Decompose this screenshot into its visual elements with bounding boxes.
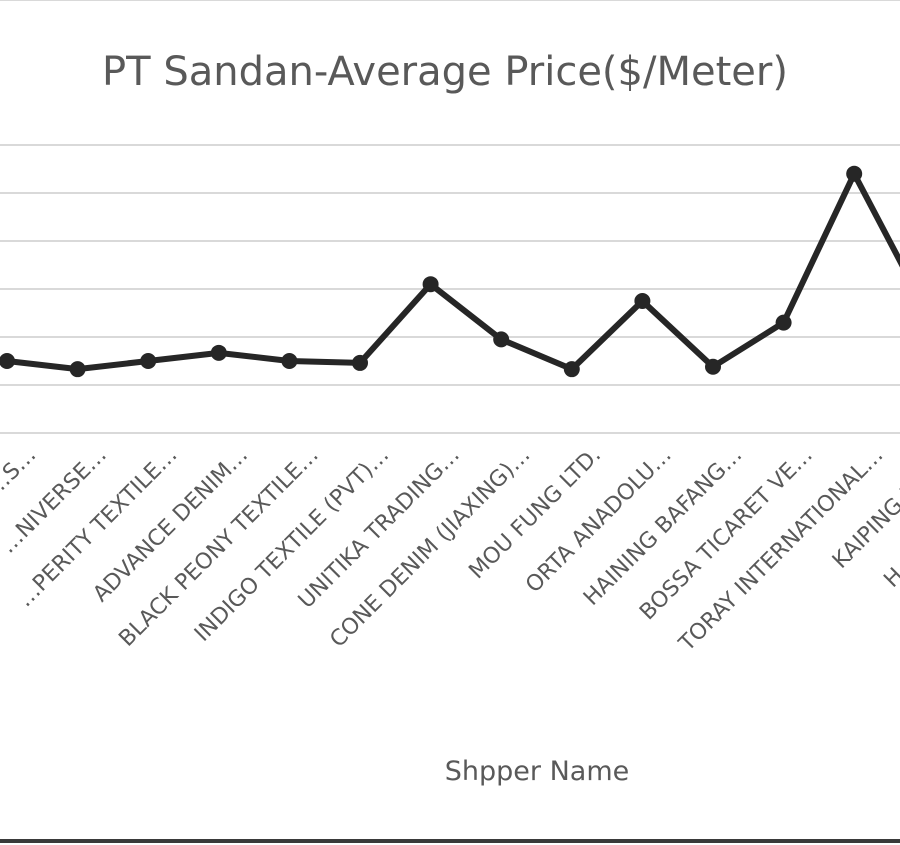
x-tick-label: …S…: [0, 443, 41, 502]
data-point: [563, 361, 580, 378]
data-point: [493, 331, 510, 348]
x-axis-title: Shpper Name: [445, 756, 629, 787]
data-points: [0, 165, 863, 378]
data-point: [140, 353, 157, 369]
x-tick-label: MOU FUNG LTD.: [464, 443, 606, 585]
data-point: [281, 353, 298, 369]
data-point: [775, 314, 792, 331]
bottom-border: [0, 839, 900, 843]
data-point: [846, 165, 863, 182]
data-point: [422, 276, 439, 293]
gridlines: [0, 144, 900, 434]
chart-title: PT Sandan-Average Price($/Meter): [102, 49, 788, 95]
data-point: [0, 353, 15, 369]
x-tick-labels: …S……NIVERSE……PERITY TEXTILE…ADVANCE DENI…: [0, 443, 900, 657]
series-line: [6, 170, 900, 373]
series-line-layer: [6, 170, 900, 373]
data-point: [352, 354, 368, 371]
data-point: [69, 361, 86, 378]
data-point: [634, 293, 651, 309]
data-point: [705, 358, 721, 375]
data-point: [210, 344, 227, 361]
